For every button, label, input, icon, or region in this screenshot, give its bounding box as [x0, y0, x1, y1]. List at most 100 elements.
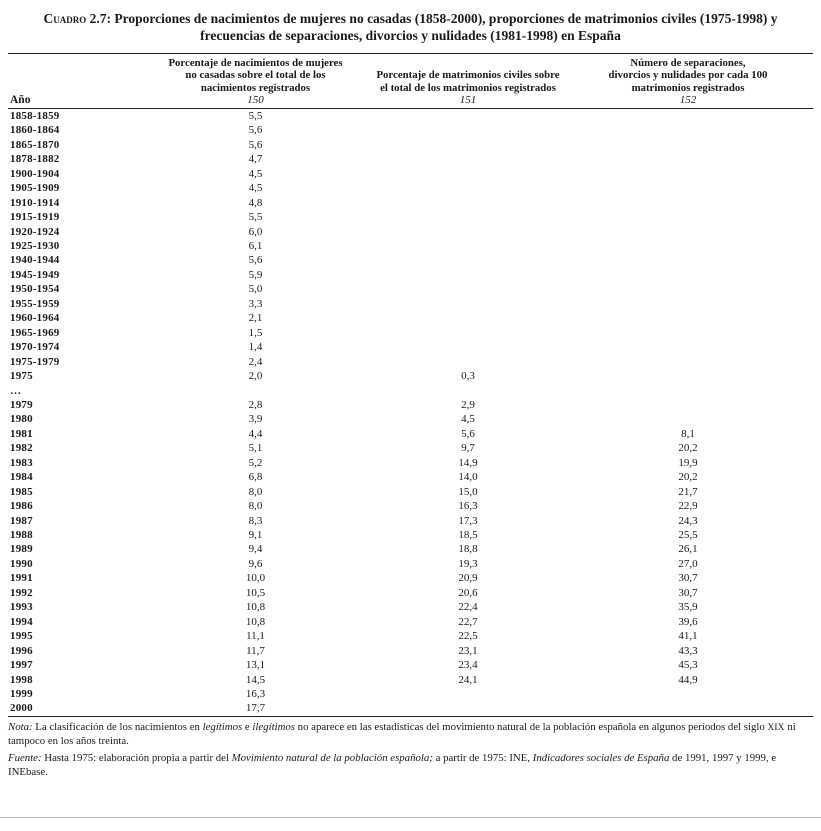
value-cell: 10,5 [245, 586, 266, 599]
value-cell [563, 181, 813, 195]
year-cell: 1989 [10, 543, 33, 556]
table-row: 1950-1954 5,0 [8, 282, 813, 296]
year-cell: 1987 [10, 514, 33, 527]
value-cell: 1,4 [248, 341, 263, 354]
value-cell: 45,3 [678, 659, 698, 672]
value-cell: 5,6 [248, 254, 263, 267]
value-cell [563, 253, 813, 267]
table-row: 1989 9,4 18,8 26,1 [8, 542, 813, 556]
value-cell [563, 152, 813, 166]
value-cell: 20,2 [678, 442, 698, 455]
note-segment: Fuente: [8, 751, 42, 764]
value-cell: 3,9 [248, 413, 263, 426]
value-cell: 9,1 [248, 529, 263, 542]
table-row: 1997 13,1 23,4 45,3 [8, 658, 813, 672]
table-row: 2000 17,7 [8, 701, 813, 716]
year-cell: 1999 [10, 688, 33, 701]
value-cell [373, 687, 563, 701]
fuente-text: Fuente: Hasta 1975: elaboración propia a… [8, 751, 813, 779]
value-cell [373, 297, 563, 311]
column-header-nacimientos-label: Porcentaje de nacimientos de mujeres no … [168, 57, 343, 94]
value-cell: 1,5 [248, 326, 263, 339]
value-cell [373, 181, 563, 195]
value-cell: 3,3 [248, 297, 263, 310]
year-cell: 1990 [10, 557, 33, 570]
value-cell: 15,0 [458, 485, 478, 498]
year-cell: 1981 [10, 427, 33, 440]
value-cell: 9,6 [248, 557, 263, 570]
value-cell [563, 412, 813, 426]
value-cell [373, 210, 563, 224]
table-row: 1915-1919 5,5 [8, 210, 813, 224]
year-cell: 1940-1944 [10, 254, 60, 267]
value-cell: 41,1 [678, 630, 698, 643]
year-cell: 1993 [10, 601, 33, 614]
value-cell: 20,2 [678, 471, 698, 484]
value-cell: 8,0 [248, 485, 263, 498]
note-segment: legítimos [202, 720, 243, 733]
value-cell: 13,1 [245, 659, 266, 672]
value-cell: 24,1 [458, 673, 478, 686]
value-cell [563, 687, 813, 701]
value-cell: 14,5 [245, 673, 266, 686]
column-header-anio: Año [8, 54, 138, 109]
year-cell: 1865-1870 [10, 138, 60, 151]
value-cell [373, 152, 563, 166]
value-cell: 23,4 [458, 659, 478, 672]
value-cell: 22,7 [458, 615, 478, 628]
year-cell: 1945-1949 [10, 268, 60, 281]
note-segment: a partir de 1975: INE, [432, 751, 533, 764]
value-cell: 11,1 [246, 630, 265, 643]
value-cell [563, 239, 813, 253]
cuadro-table: Año Porcentaje de nacimientos de mujeres… [8, 53, 813, 717]
value-cell [373, 384, 563, 398]
value-cell: 5,6 [248, 138, 263, 151]
table-row: … [8, 384, 813, 398]
table-title: Cuadro 2.7: Proporciones de nacimientos … [38, 10, 783, 44]
value-cell: 43,3 [678, 644, 698, 657]
year-cell: 1986 [10, 500, 33, 513]
nota-text: Nota: La clasificación de los nacimiento… [8, 720, 813, 748]
year-cell: 1878-1882 [10, 153, 60, 166]
value-cell [373, 138, 563, 152]
value-cell [563, 167, 813, 181]
table-row: 1878-1882 4,7 [8, 152, 813, 166]
note-segment: no aparece en las estadísticas del movim… [294, 720, 768, 733]
table-row: 1860-1864 5,6 [8, 123, 813, 137]
value-cell: 19,9 [678, 456, 698, 469]
table-row: 1905-1909 4,5 [8, 181, 813, 195]
value-cell: 10,8 [245, 601, 266, 614]
table-notes: Nota: La clasificación de los nacimiento… [8, 720, 813, 779]
table-row: 1999 16,3 [8, 687, 813, 701]
value-cell: 17,7 [245, 702, 266, 715]
value-cell [563, 384, 813, 398]
value-cell: 8,3 [248, 514, 263, 527]
year-cell: 1995 [10, 630, 33, 643]
table-row: 1975 2,0 0,3 [8, 369, 813, 383]
value-cell [138, 384, 373, 398]
year-cell: 1970-1974 [10, 341, 60, 354]
value-cell: 5,5 [248, 211, 263, 224]
value-cell: 21,7 [678, 485, 698, 498]
column-header-matrimonios-label: Porcentaje de matrimonios civiles sobre … [376, 69, 560, 94]
table-row: 1994 10,8 22,7 39,6 [8, 615, 813, 629]
table-row: 1975-1979 2,4 [8, 355, 813, 369]
value-cell: 16,3 [458, 500, 478, 513]
year-cell: 1997 [10, 659, 33, 672]
value-cell: 4,7 [248, 153, 263, 166]
value-cell: 6,0 [248, 225, 263, 238]
column-header-anio-label: Año [10, 93, 31, 106]
note-segment: Hasta 1975: elaboración propia a partir … [41, 751, 232, 764]
year-cell: 1965-1969 [10, 326, 60, 339]
column-number-152: 152 [679, 93, 697, 106]
value-cell: 0,3 [461, 370, 475, 383]
table-row: 1990 9,6 19,3 27,0 [8, 557, 813, 571]
value-cell [373, 167, 563, 181]
note-segment: ni tampoco en los años treinta. [8, 720, 796, 747]
table-row: 1900-1904 4,5 [8, 167, 813, 181]
year-cell: 1925-1930 [10, 239, 60, 252]
value-cell: 14,9 [458, 456, 478, 469]
value-cell [563, 123, 813, 137]
value-cell: 4,5 [461, 413, 475, 426]
